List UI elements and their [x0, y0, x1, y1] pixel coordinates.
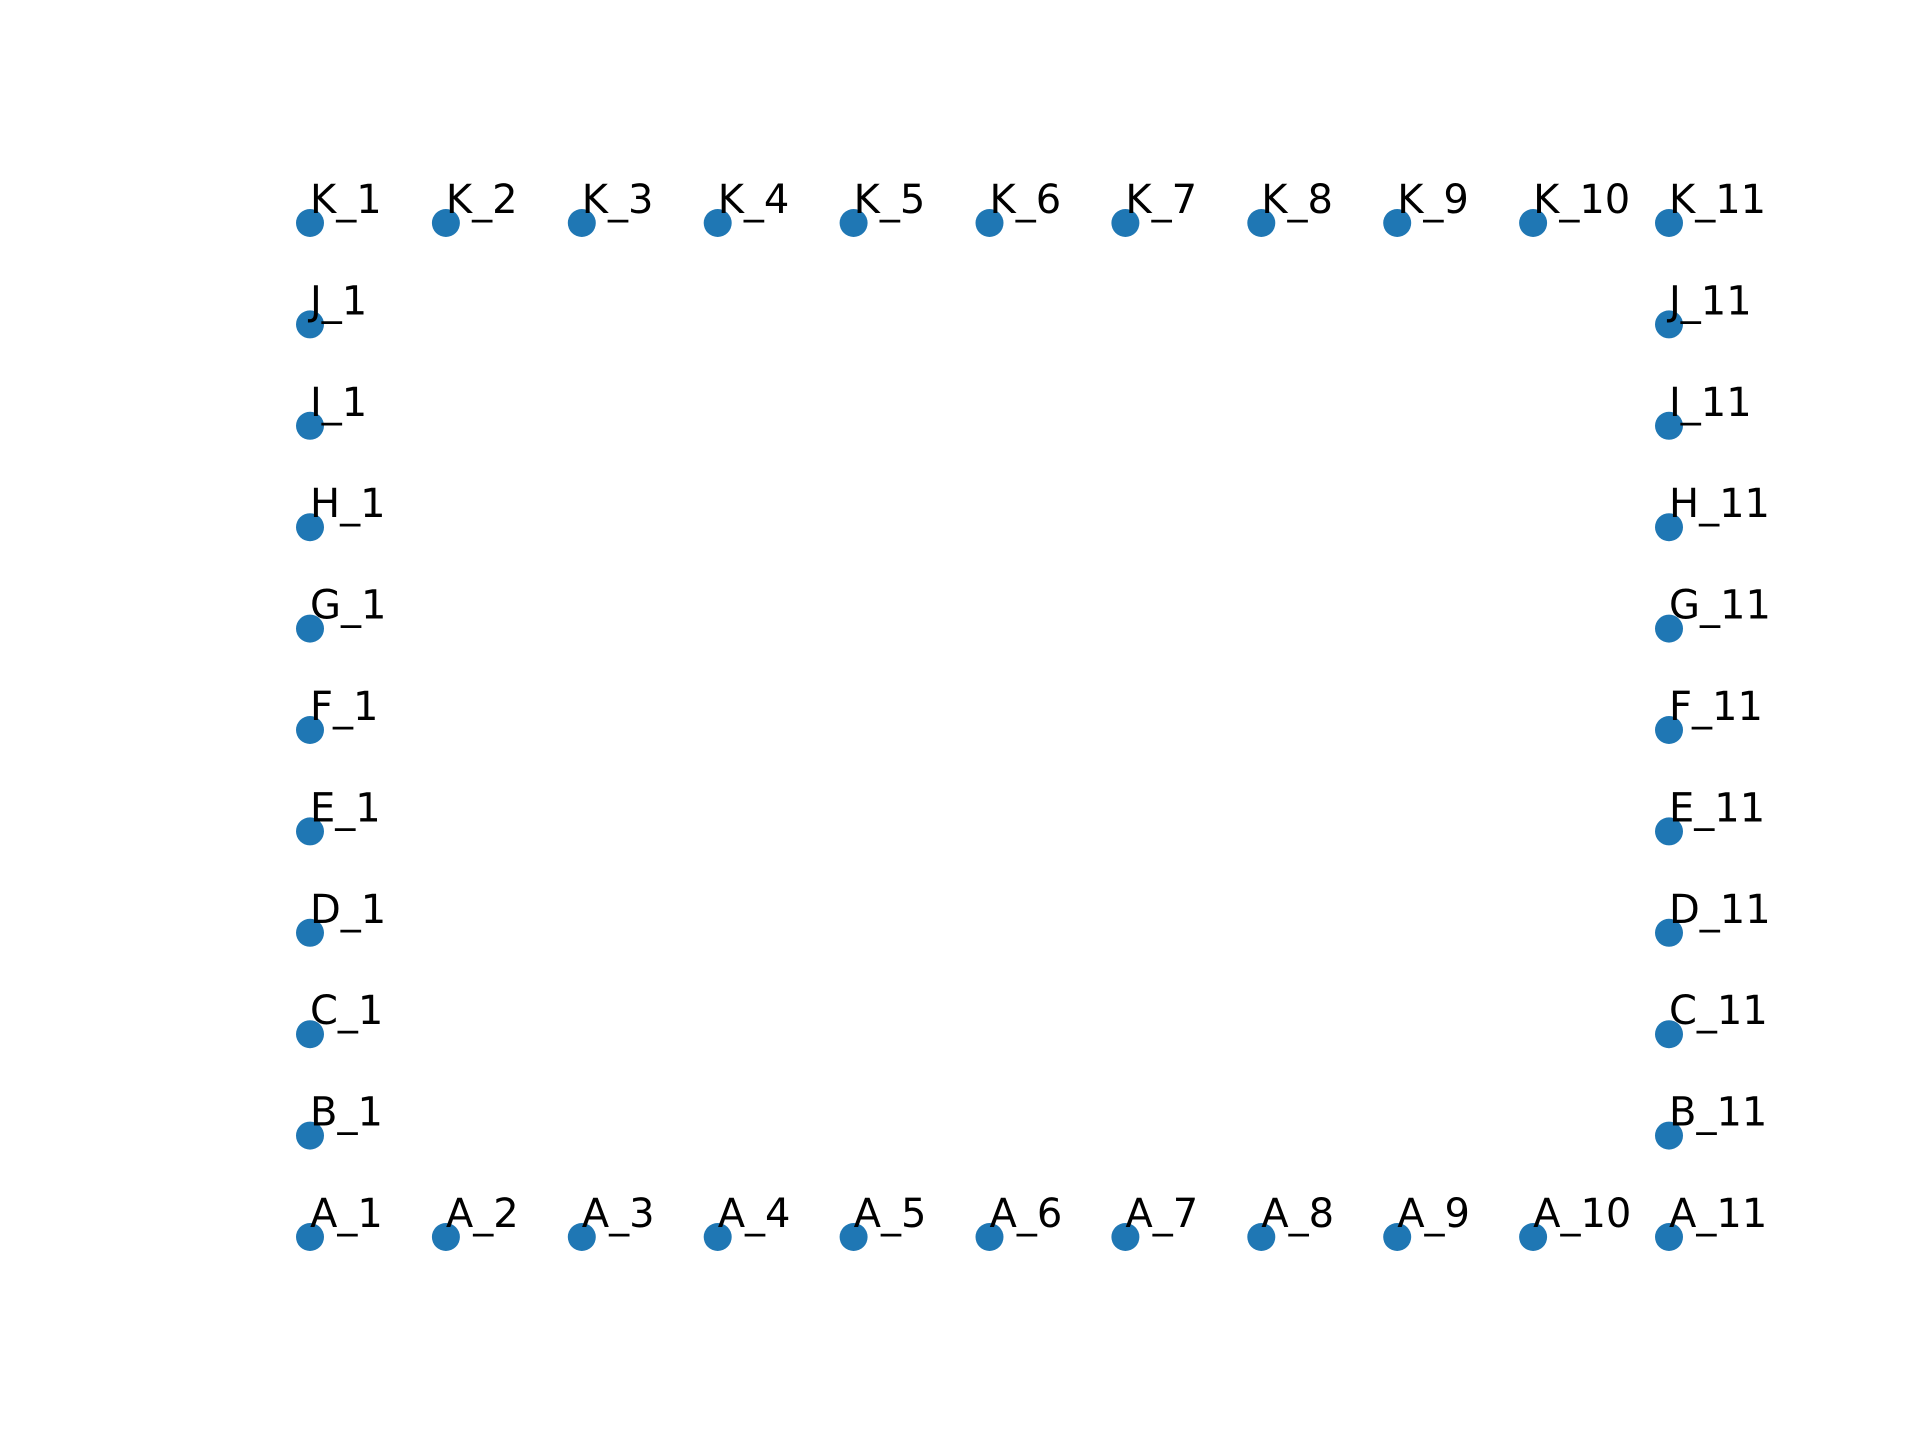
- point-label-i-11: I_11: [1669, 380, 1752, 426]
- point-marker-f-1: [296, 716, 324, 744]
- point-marker-e-11: [1655, 817, 1683, 846]
- point-label-c-1: C_1: [310, 988, 383, 1034]
- point-label-g-1: G_1: [310, 583, 386, 629]
- point-marker-k-5: [839, 209, 868, 237]
- point-label-d-11: D_11: [1669, 887, 1771, 933]
- point-label-a-6: A_6: [990, 1191, 1063, 1237]
- point-label-j-1: J_1: [307, 278, 367, 324]
- point-marker-a-7: [1111, 1223, 1140, 1251]
- point-marker-k-11: [1655, 209, 1683, 237]
- point-marker-j-1: [296, 310, 324, 339]
- point-label-k-2: K_2: [446, 177, 518, 223]
- point-marker-k-4: [703, 209, 732, 237]
- label-layer: A_1 A_2 A_3 A_4 A_5 A_6 A_7 A_8 A_9 A_10 A_11 K_1 K_…: [307, 177, 1771, 1237]
- point-label-i-1: I_1: [310, 380, 367, 426]
- point-marker-a-10: [1519, 1223, 1548, 1251]
- point-label-k-3: K_3: [582, 177, 654, 223]
- point-label-a-5: A_5: [854, 1191, 927, 1237]
- point-marker-a-4: [703, 1223, 732, 1251]
- point-label-a-4: A_4: [718, 1191, 791, 1237]
- point-label-a-8: A_8: [1261, 1191, 1334, 1237]
- point-label-k-6: K_6: [990, 177, 1062, 223]
- point-label-a-9: A_9: [1397, 1191, 1470, 1237]
- point-label-k-9: K_9: [1397, 177, 1469, 223]
- point-marker-g-11: [1655, 614, 1683, 643]
- point-label-a-7: A_7: [1125, 1191, 1198, 1237]
- point-label-e-1: E_1: [310, 785, 381, 831]
- point-marker-k-8: [1247, 209, 1276, 237]
- point-label-a-2: A_2: [446, 1191, 519, 1237]
- point-label-k-10: K_10: [1533, 177, 1630, 223]
- point-marker-a-6: [975, 1223, 1004, 1251]
- point-label-k-1: K_1: [310, 177, 382, 223]
- point-marker-a-3: [567, 1223, 596, 1251]
- point-marker-d-11: [1655, 918, 1683, 947]
- point-label-j-11: J_11: [1666, 278, 1752, 324]
- point-label-f-11: F_11: [1669, 684, 1763, 730]
- point-label-g-11: G_11: [1669, 583, 1771, 629]
- marker-layer: [296, 209, 1683, 1251]
- point-marker-k-7: [1111, 209, 1140, 237]
- point-label-a-3: A_3: [582, 1191, 655, 1237]
- point-marker-k-2: [431, 209, 460, 237]
- point-label-h-11: H_11: [1669, 481, 1770, 527]
- point-marker-a-2: [431, 1223, 460, 1251]
- point-marker-k-1: [296, 209, 324, 237]
- point-marker-e-1: [296, 817, 324, 846]
- point-marker-i-1: [296, 411, 324, 440]
- point-label-k-7: K_7: [1125, 177, 1197, 223]
- point-marker-a-8: [1247, 1223, 1276, 1251]
- point-marker-c-1: [296, 1020, 324, 1049]
- point-marker-b-1: [296, 1121, 324, 1150]
- point-marker-a-5: [839, 1223, 868, 1251]
- point-label-k-5: K_5: [854, 177, 926, 223]
- point-marker-a-9: [1383, 1223, 1412, 1251]
- point-marker-k-9: [1383, 209, 1412, 237]
- point-marker-f-11: [1655, 716, 1683, 744]
- point-label-k-4: K_4: [718, 177, 790, 223]
- point-marker-a-11: [1655, 1223, 1683, 1251]
- point-marker-k-6: [975, 209, 1004, 237]
- point-marker-k-10: [1519, 209, 1548, 237]
- point-marker-c-11: [1655, 1020, 1683, 1049]
- point-marker-h-1: [296, 513, 324, 542]
- point-marker-b-11: [1655, 1121, 1683, 1150]
- point-marker-g-1: [296, 614, 324, 643]
- point-label-k-11: K_11: [1669, 177, 1766, 223]
- point-label-b-1: B_1: [310, 1090, 383, 1136]
- point-label-b-11: B_11: [1669, 1090, 1767, 1136]
- point-marker-a-1: [296, 1223, 324, 1251]
- point-label-a-11: A_11: [1669, 1191, 1767, 1237]
- point-label-c-11: C_11: [1669, 988, 1768, 1034]
- point-label-k-8: K_8: [1261, 177, 1333, 223]
- point-marker-k-3: [567, 209, 596, 237]
- point-marker-h-11: [1655, 513, 1683, 542]
- point-marker-j-11: [1655, 310, 1683, 339]
- point-marker-i-11: [1655, 411, 1683, 440]
- point-label-e-11: E_11: [1669, 785, 1765, 831]
- point-label-h-1: H_1: [310, 481, 386, 527]
- point-label-f-1: F_1: [310, 684, 378, 730]
- point-marker-d-1: [296, 918, 324, 947]
- point-label-a-1: A_1: [310, 1191, 383, 1237]
- point-label-a-10: A_10: [1533, 1191, 1631, 1237]
- point-label-d-1: D_1: [310, 887, 386, 933]
